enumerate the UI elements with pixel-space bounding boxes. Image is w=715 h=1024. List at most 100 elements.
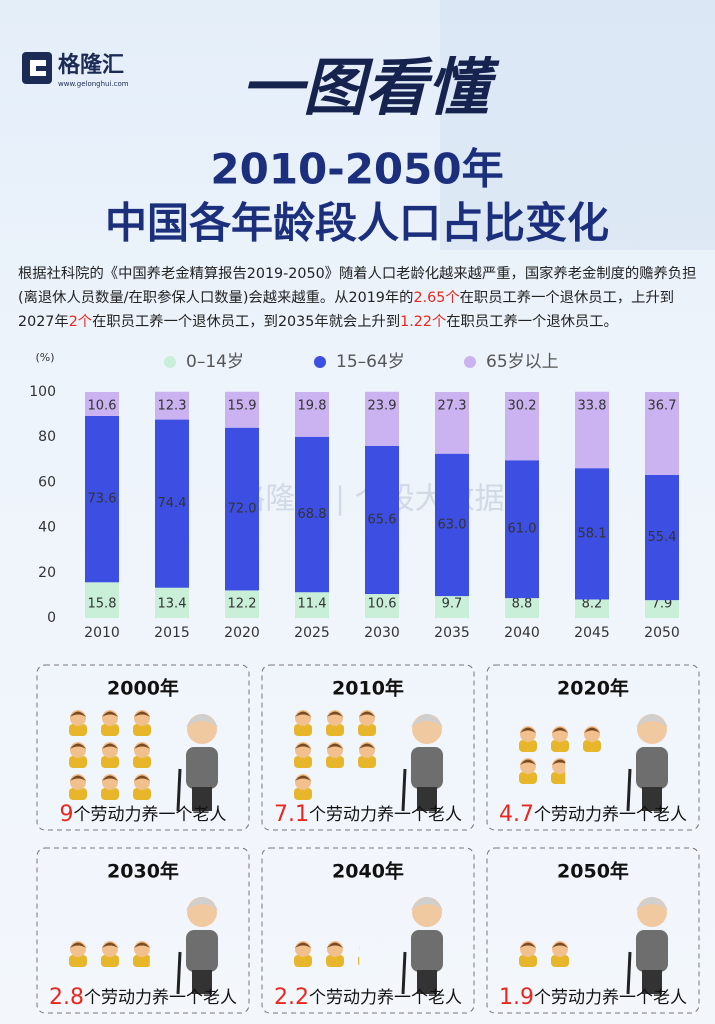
panel-caption: 4.7个劳动力养一个老人 xyxy=(499,802,687,827)
bar-segment xyxy=(505,460,539,599)
legend-swatch xyxy=(164,356,176,368)
panel-frame xyxy=(486,847,700,1014)
coat xyxy=(411,930,443,972)
body xyxy=(358,956,360,966)
coat xyxy=(186,930,218,972)
cane xyxy=(401,768,407,812)
body xyxy=(133,955,150,967)
panel-year: 2010年 xyxy=(332,677,404,700)
title-line: 中国各年龄段人口占比变化 xyxy=(105,199,609,248)
body xyxy=(326,788,344,800)
bar-segment xyxy=(295,436,329,593)
value-label: 10.6 xyxy=(88,399,117,414)
panel: 2020年 4.7个劳动力养一个老人 xyxy=(486,664,700,831)
worker-icon xyxy=(101,742,119,768)
panel: 2010年 7.1个劳动力养一个老人 xyxy=(261,664,475,831)
bar-segment xyxy=(575,468,609,600)
x-tick-label: 2040 xyxy=(504,625,540,641)
cane xyxy=(176,951,182,995)
value-label: 33.8 xyxy=(578,398,607,413)
body xyxy=(551,955,569,967)
worker-icon xyxy=(519,726,537,752)
ratio: 2.2 xyxy=(274,985,309,1010)
bar-segment xyxy=(645,474,679,601)
elder-icon xyxy=(176,897,218,995)
worker-icon xyxy=(101,774,119,800)
hair xyxy=(102,711,118,717)
hair xyxy=(327,743,343,749)
body xyxy=(133,756,151,768)
bar-segment xyxy=(85,415,119,583)
hair xyxy=(102,775,118,781)
worker-icon xyxy=(551,758,566,784)
worker-icon xyxy=(358,947,360,966)
hair xyxy=(327,711,343,717)
worker-icon xyxy=(294,742,312,768)
caption-text: 个劳动力养一个老人 xyxy=(309,988,462,1008)
body xyxy=(69,955,87,967)
face xyxy=(327,774,343,790)
caption-text: 个劳动力养一个老人 xyxy=(534,988,687,1008)
worker-icon xyxy=(519,758,537,784)
intro-text: 在职员工养一个退休员工，上升到2027年 xyxy=(18,290,675,330)
body xyxy=(101,724,119,736)
worker-icons xyxy=(69,710,151,800)
intro: 根据社科院的《中国养老金精算报告2019-2050》随着人口老龄化越来越严重，国… xyxy=(18,262,702,334)
intro-text: 在职员工养一个退休员工，到2035年就会上升到 xyxy=(92,314,401,330)
panel-caption: 2.2个劳动力养一个老人 xyxy=(274,985,462,1010)
body xyxy=(101,788,119,800)
hair xyxy=(552,727,568,733)
value-label: 12.2 xyxy=(228,597,257,612)
value-label: 8.8 xyxy=(512,597,533,612)
body xyxy=(294,724,312,736)
panel-year: 2000年 xyxy=(107,677,179,700)
bar-segment xyxy=(435,392,469,454)
worker-icon xyxy=(101,710,119,736)
elder-icon xyxy=(626,714,668,812)
panel-frame xyxy=(486,664,700,831)
worker-icons xyxy=(294,941,360,967)
body xyxy=(519,772,537,784)
ratio: 7.1 xyxy=(274,802,309,827)
caption-text: 个劳动力养一个老人 xyxy=(84,988,237,1008)
worker-icon xyxy=(583,726,601,752)
body xyxy=(326,955,344,967)
hair xyxy=(70,942,86,948)
elder-icon xyxy=(176,714,218,812)
hair xyxy=(134,775,150,781)
hair xyxy=(70,711,86,717)
value-label: 7.9 xyxy=(652,597,673,612)
legend-swatch xyxy=(314,356,326,368)
bar-segment xyxy=(645,392,679,475)
legend-label: 15–64岁 xyxy=(336,352,405,372)
legend-label: 0–14岁 xyxy=(186,352,244,372)
hair xyxy=(520,942,536,948)
worker-icon xyxy=(133,774,151,800)
worker-icon xyxy=(69,941,87,967)
legs xyxy=(192,970,212,994)
worker-icon xyxy=(551,941,569,967)
body xyxy=(551,740,569,752)
bar-segment xyxy=(295,592,329,618)
body xyxy=(133,724,151,736)
worker-icon xyxy=(358,710,376,736)
worker-icons xyxy=(519,726,601,784)
value-label: 11.4 xyxy=(298,597,327,612)
worker-icon xyxy=(133,742,151,768)
intro-text: 根据社科院的《中国养老金精算报告2019-2050》随着人口老龄化越来越严重，国… xyxy=(18,266,697,306)
hair xyxy=(102,942,118,948)
y-tick-label: 100 xyxy=(29,384,56,400)
hair xyxy=(134,743,150,749)
intro-text: 1.22个 xyxy=(400,314,447,330)
bar-segment xyxy=(505,392,539,461)
cane xyxy=(401,951,407,995)
worker-icon xyxy=(101,941,119,967)
logo-name: 格隆汇 xyxy=(58,52,124,78)
y-unit: (%) xyxy=(35,351,54,364)
bar-segment xyxy=(575,599,609,618)
worker-icon xyxy=(326,710,344,736)
x-tick-label: 2035 xyxy=(434,625,470,641)
bar-segment xyxy=(85,582,119,618)
body xyxy=(358,724,376,736)
ratio: 2.8 xyxy=(49,985,84,1010)
